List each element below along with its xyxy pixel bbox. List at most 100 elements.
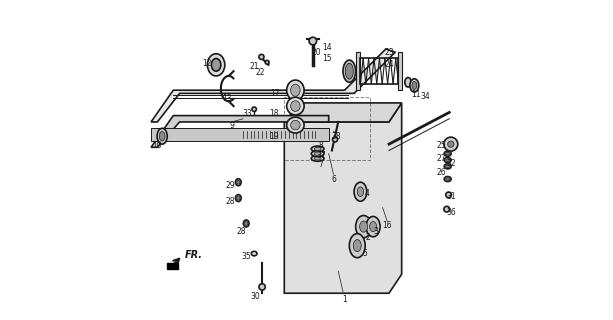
- Text: FR.: FR.: [185, 250, 202, 260]
- Text: 27: 27: [436, 154, 446, 163]
- Text: 31: 31: [446, 192, 455, 201]
- Ellipse shape: [446, 159, 449, 161]
- Polygon shape: [284, 103, 402, 293]
- Text: 18: 18: [269, 108, 279, 117]
- Ellipse shape: [237, 196, 240, 200]
- Ellipse shape: [412, 82, 417, 89]
- Circle shape: [259, 284, 265, 290]
- Ellipse shape: [446, 165, 449, 168]
- Text: 8: 8: [318, 141, 323, 150]
- Ellipse shape: [311, 146, 324, 152]
- Text: 22: 22: [256, 68, 265, 77]
- Ellipse shape: [343, 60, 356, 82]
- Text: 5: 5: [363, 249, 368, 258]
- Ellipse shape: [251, 252, 257, 256]
- Polygon shape: [151, 116, 329, 147]
- Circle shape: [332, 137, 338, 142]
- Polygon shape: [284, 103, 402, 122]
- Ellipse shape: [287, 80, 304, 100]
- Text: 28: 28: [237, 227, 246, 236]
- Ellipse shape: [237, 180, 240, 184]
- Polygon shape: [151, 49, 395, 122]
- Ellipse shape: [405, 77, 411, 87]
- Text: 28: 28: [226, 197, 235, 206]
- Text: 14: 14: [322, 43, 332, 52]
- Ellipse shape: [157, 128, 167, 144]
- Ellipse shape: [211, 59, 221, 71]
- Text: 20: 20: [311, 48, 321, 57]
- Ellipse shape: [311, 151, 324, 156]
- Text: 7: 7: [318, 160, 323, 169]
- Text: 16: 16: [383, 220, 392, 229]
- Circle shape: [447, 141, 454, 147]
- Text: 37: 37: [317, 151, 327, 160]
- Circle shape: [444, 206, 449, 212]
- Text: 11: 11: [411, 91, 421, 100]
- Ellipse shape: [356, 215, 371, 238]
- Text: 32: 32: [446, 159, 455, 168]
- Ellipse shape: [444, 164, 451, 169]
- Ellipse shape: [235, 195, 241, 202]
- Ellipse shape: [349, 234, 365, 258]
- Circle shape: [259, 54, 264, 60]
- Ellipse shape: [366, 216, 380, 237]
- Bar: [356, 52, 360, 90]
- Circle shape: [252, 107, 256, 111]
- Ellipse shape: [159, 132, 165, 141]
- Text: 33: 33: [242, 108, 252, 117]
- Ellipse shape: [357, 187, 364, 196]
- Bar: [398, 52, 402, 90]
- Ellipse shape: [235, 179, 241, 186]
- Ellipse shape: [314, 152, 321, 155]
- Ellipse shape: [291, 101, 300, 111]
- Text: 21: 21: [249, 62, 259, 71]
- Circle shape: [265, 60, 269, 64]
- Ellipse shape: [207, 54, 225, 76]
- Ellipse shape: [446, 178, 449, 180]
- Polygon shape: [151, 128, 329, 141]
- Ellipse shape: [446, 152, 449, 155]
- Text: 23: 23: [384, 48, 394, 57]
- Circle shape: [309, 37, 317, 45]
- Text: 1: 1: [342, 295, 347, 304]
- Text: 12: 12: [202, 59, 211, 68]
- Text: 4: 4: [364, 189, 369, 198]
- Ellipse shape: [243, 220, 249, 227]
- Circle shape: [446, 192, 451, 198]
- Polygon shape: [167, 263, 178, 269]
- Text: 38: 38: [332, 132, 341, 141]
- Text: 6: 6: [331, 174, 336, 184]
- Text: 29: 29: [226, 181, 235, 190]
- Text: 15: 15: [322, 54, 332, 63]
- Text: 25: 25: [436, 141, 446, 150]
- Text: 10: 10: [153, 141, 162, 150]
- Ellipse shape: [370, 221, 376, 232]
- Text: 9: 9: [229, 121, 234, 130]
- Text: 35: 35: [242, 252, 251, 261]
- Ellipse shape: [291, 120, 300, 130]
- Ellipse shape: [291, 84, 300, 96]
- Text: 36: 36: [446, 208, 455, 217]
- Ellipse shape: [360, 221, 368, 232]
- Text: 3: 3: [374, 227, 379, 236]
- Ellipse shape: [444, 157, 451, 163]
- Ellipse shape: [287, 97, 304, 115]
- Text: 34: 34: [421, 92, 430, 101]
- Ellipse shape: [410, 79, 419, 92]
- Ellipse shape: [314, 147, 321, 150]
- Ellipse shape: [245, 221, 248, 225]
- Ellipse shape: [314, 157, 321, 160]
- Text: 26: 26: [436, 168, 446, 177]
- Ellipse shape: [345, 63, 353, 79]
- Ellipse shape: [353, 240, 361, 252]
- Text: 13: 13: [222, 94, 231, 103]
- Text: 17: 17: [270, 89, 280, 98]
- Ellipse shape: [287, 117, 304, 133]
- Text: 30: 30: [251, 292, 261, 301]
- Text: 2: 2: [366, 233, 371, 242]
- Ellipse shape: [311, 156, 324, 161]
- Text: 19: 19: [269, 132, 279, 141]
- Ellipse shape: [444, 151, 451, 156]
- Ellipse shape: [354, 182, 367, 201]
- Circle shape: [444, 137, 458, 151]
